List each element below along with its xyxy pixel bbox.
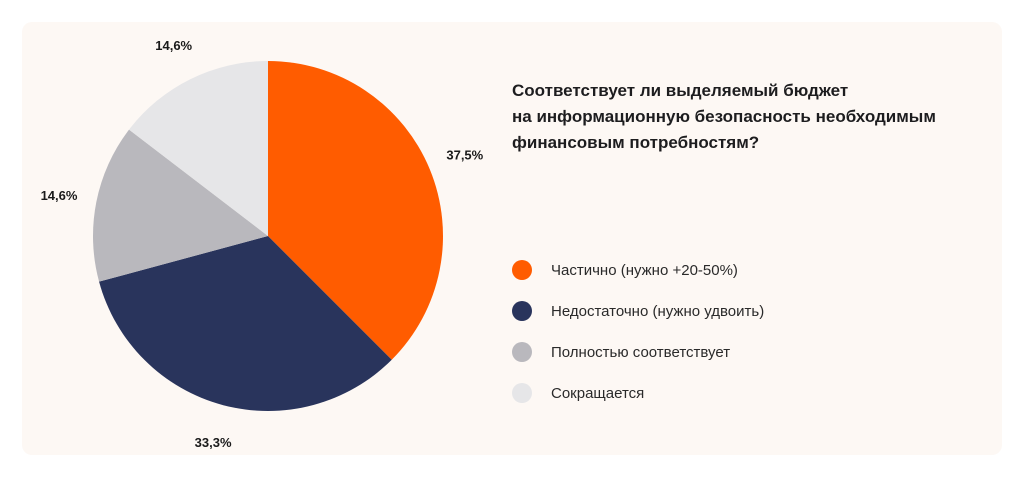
legend-label-insufficient: Недостаточно (нужно удвоить): [551, 302, 765, 320]
pie-slice-reduced: [129, 60, 268, 236]
pie-slices: [92, 60, 443, 411]
legend-label-partial: Частично (нужно +20-50%): [551, 261, 738, 279]
legend-item-partial: Частично (нужно +20-50%): [512, 258, 764, 282]
slice-value-fully: 14,6%: [41, 188, 78, 203]
pie-value-labels: 37,5% 33,3% 14,6% 14,6%: [41, 38, 484, 450]
chart-title-line-2: на информационную безопасность необходим…: [512, 107, 936, 126]
legend-label-reduced: Сокращается: [551, 384, 645, 402]
slice-value-partial: 37,5%: [446, 148, 483, 163]
legend-item-reduced: Сокращается: [512, 381, 764, 405]
chart-title-line-3: финансовым потребностям?: [512, 133, 760, 152]
pie-slice-insufficient: [99, 236, 392, 411]
chart-title-line-1: Соответствует ли выделяемый бюджет: [512, 81, 849, 100]
legend-item-fully: Полностью соответствует: [512, 340, 764, 364]
legend-swatch-partial: [512, 260, 532, 280]
slice-value-reduced: 14,6%: [155, 38, 192, 53]
chart-legend: Частично (нужно +20-50%) Недостаточно (н…: [512, 258, 764, 422]
pie-slice-fully: [92, 129, 268, 282]
legend-swatch-reduced: [512, 383, 532, 403]
chart-title: Соответствует ли выделяемый бюджет на ин…: [512, 78, 992, 156]
pie-slice-partial: [268, 61, 443, 360]
slice-value-insufficient: 33,3%: [195, 435, 232, 450]
legend-label-fully: Полностью соответствует: [551, 343, 731, 361]
legend-swatch-fully: [512, 342, 532, 362]
legend-item-insufficient: Недостаточно (нужно удвоить): [512, 299, 764, 323]
legend-swatch-insufficient: [512, 301, 532, 321]
